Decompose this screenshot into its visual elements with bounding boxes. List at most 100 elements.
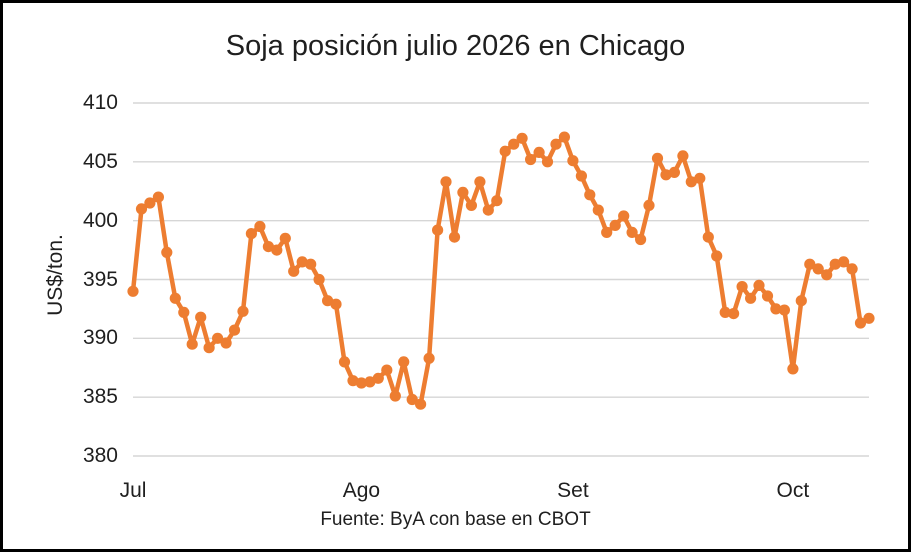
- data-point-marker: [584, 189, 596, 201]
- data-point-marker: [389, 390, 401, 402]
- data-point-marker: [863, 312, 875, 324]
- data-point-marker: [804, 258, 816, 270]
- data-point-marker: [541, 156, 554, 168]
- data-point-marker: [601, 226, 613, 238]
- data-point-marker: [482, 204, 494, 216]
- y-tick-label: 410: [82, 91, 118, 114]
- data-point-marker: [178, 306, 190, 318]
- data-point-marker: [711, 250, 723, 262]
- y-tick-label: 385: [82, 385, 118, 409]
- data-point-marker: [651, 152, 664, 164]
- data-point-marker: [643, 199, 655, 211]
- data-point-marker: [457, 186, 469, 198]
- y-tick-label: 395: [82, 267, 118, 291]
- data-point-marker: [677, 150, 689, 162]
- data-point-marker: [499, 145, 511, 157]
- data-point-marker: [474, 176, 486, 188]
- data-point-marker: [313, 273, 325, 286]
- data-point-marker: [575, 170, 588, 182]
- data-point-marker: [254, 220, 266, 233]
- data-point-marker: [728, 308, 740, 320]
- data-point-marker: [288, 265, 300, 277]
- data-point-marker: [465, 199, 477, 211]
- data-point-marker: [491, 195, 503, 207]
- data-point-marker: [702, 231, 714, 243]
- data-point-marker: [558, 131, 571, 143]
- data-point-marker: [685, 176, 697, 188]
- x-tick-label: Jul: [119, 479, 147, 502]
- data-point-marker: [220, 337, 232, 349]
- data-point-marker: [550, 138, 562, 150]
- data-point-marker: [795, 295, 807, 307]
- data-point-marker: [195, 311, 207, 323]
- data-point-marker: [516, 132, 528, 144]
- y-tick-label: 405: [82, 149, 118, 173]
- x-tick-label: Set: [557, 479, 589, 502]
- data-point-marker: [660, 169, 672, 181]
- data-point-marker: [169, 292, 181, 304]
- data-point-marker: [423, 352, 435, 364]
- data-point-marker: [330, 298, 342, 310]
- data-point-marker: [135, 203, 148, 215]
- y-tick-label: 400: [82, 208, 118, 232]
- source-caption: Fuente: ByA con base en CBOT: [320, 509, 591, 530]
- data-point-marker: [161, 246, 173, 258]
- y-tick-label: 380: [82, 444, 118, 467]
- data-point-marker: [228, 324, 241, 336]
- data-point-marker: [635, 233, 647, 246]
- data-point-marker: [398, 356, 410, 368]
- data-point-marker: [694, 172, 706, 184]
- data-point-marker: [745, 292, 757, 304]
- data-point-marker: [279, 232, 291, 244]
- data-point-marker: [372, 372, 384, 384]
- data-point-marker: [144, 197, 156, 209]
- data-point-marker: [237, 305, 249, 317]
- data-point-marker: [381, 364, 393, 376]
- data-point-marker: [761, 290, 774, 302]
- data-point-marker: [305, 258, 317, 270]
- data-point-marker: [668, 166, 681, 178]
- series-line: [130, 134, 872, 407]
- y-tick-label: 390: [82, 326, 118, 350]
- data-point-marker: [296, 256, 308, 268]
- data-point-marker: [203, 342, 215, 354]
- data-point-marker: [127, 285, 139, 297]
- data-point-marker: [829, 258, 841, 270]
- data-point-marker: [322, 295, 334, 307]
- data-point-marker: [245, 228, 257, 240]
- data-point-marker: [838, 256, 850, 268]
- data-point-marker: [347, 375, 359, 387]
- data-point-marker: [787, 363, 799, 375]
- data-point-marker: [854, 317, 867, 329]
- data-point-marker: [364, 376, 376, 388]
- data-point-marker: [508, 138, 520, 150]
- data-point-marker: [609, 219, 621, 231]
- data-point-marker: [448, 231, 461, 243]
- data-point-marker: [338, 356, 351, 368]
- data-point-marker: [812, 263, 824, 275]
- data-point-marker: [778, 304, 791, 316]
- x-tick-label: Oct: [776, 479, 810, 502]
- plot-area: [127, 102, 875, 457]
- data-point-marker: [355, 377, 367, 389]
- x-tick-label: Ago: [342, 479, 381, 502]
- data-point-marker: [406, 393, 418, 406]
- data-point-marker: [846, 263, 858, 275]
- chart-title: Soja posición julio 2026 en Chicago: [225, 30, 686, 62]
- data-point-marker: [271, 244, 283, 256]
- data-point-marker: [186, 338, 198, 350]
- data-point-marker: [212, 332, 224, 344]
- data-point-marker: [440, 176, 452, 188]
- data-point-marker: [592, 204, 604, 216]
- data-point-marker: [626, 226, 638, 238]
- data-point-marker: [770, 303, 782, 315]
- data-point-marker: [753, 279, 765, 291]
- data-point-marker: [567, 155, 579, 167]
- data-point-marker: [533, 146, 545, 158]
- data-point-marker: [432, 224, 444, 236]
- data-point-marker: [415, 398, 427, 410]
- data-point-marker: [262, 241, 274, 253]
- data-point-marker: [719, 306, 731, 318]
- data-point-marker: [618, 210, 630, 222]
